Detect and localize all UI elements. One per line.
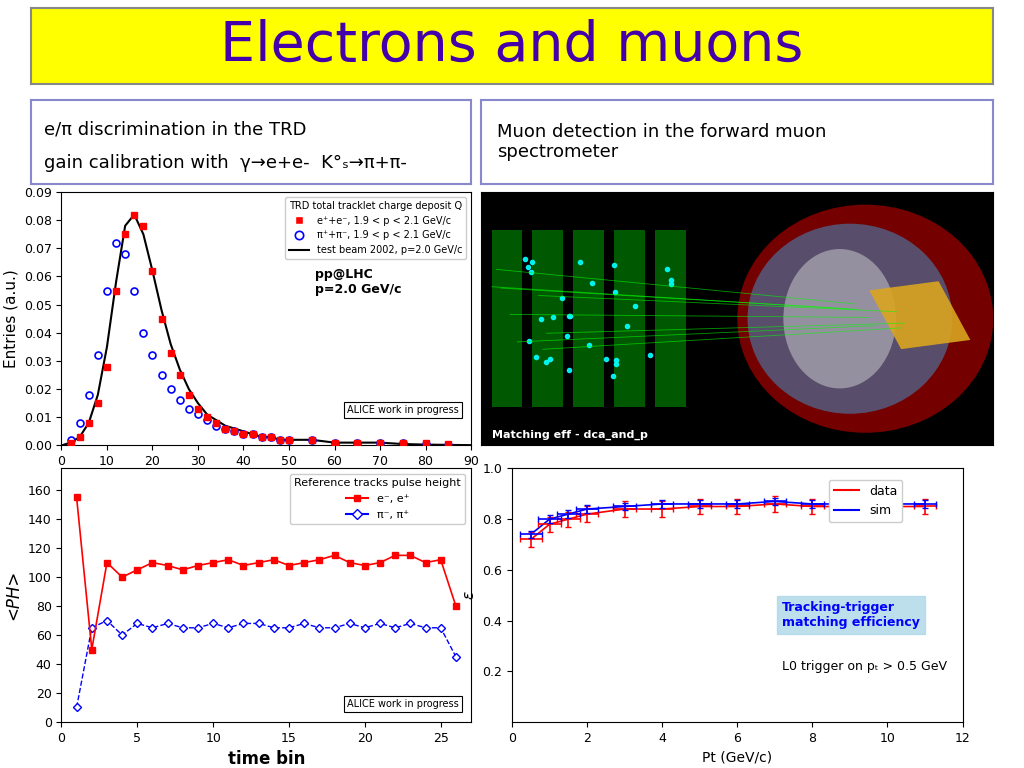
Legend: data, sim: data, sim — [828, 480, 902, 522]
Y-axis label: Entries (a.u.): Entries (a.u.) — [3, 270, 18, 368]
Text: e/π discrimination in the TRD: e/π discrimination in the TRD — [44, 121, 306, 138]
Legend: e⁻, e⁺, π⁻, π⁺: e⁻, e⁺, π⁻, π⁺ — [290, 474, 466, 524]
Text: gain calibration with  γ→e+e-  K°ₛ→π+π-: gain calibration with γ→e+e- K°ₛ→π+π- — [44, 154, 407, 172]
Ellipse shape — [737, 205, 993, 433]
Ellipse shape — [783, 249, 896, 389]
Bar — [869, 281, 971, 349]
Text: Tracking-trigger
matching efficiency: Tracking-trigger matching efficiency — [782, 601, 921, 630]
Bar — [614, 230, 645, 407]
Y-axis label: ε: ε — [462, 591, 477, 599]
Legend: e⁺+e⁻, 1.9 < p < 2.1 GeV/c, π⁺+π⁻, 1.9 < p < 2.1 GeV/c, test beam 2002, p=2.0 Ge: e⁺+e⁻, 1.9 < p < 2.1 GeV/c, π⁺+π⁻, 1.9 <… — [286, 197, 466, 260]
X-axis label: Pt (GeV/c): Pt (GeV/c) — [702, 750, 772, 764]
Text: L0 trigger on pₜ > 0.5 GeV: L0 trigger on pₜ > 0.5 GeV — [782, 660, 947, 673]
Text: ALICE work in progress: ALICE work in progress — [347, 699, 459, 710]
Text: Matching eff - dca_and_p: Matching eff - dca_and_p — [492, 430, 647, 440]
Text: Electrons and muons: Electrons and muons — [220, 19, 804, 73]
Bar — [532, 230, 563, 407]
X-axis label: Charge (a.u.): Charge (a.u.) — [216, 474, 316, 488]
Y-axis label: <PH>: <PH> — [4, 570, 23, 621]
Text: pp@LHC
p=2.0 GeV/c: pp@LHC p=2.0 GeV/c — [315, 268, 401, 296]
Bar — [492, 230, 522, 407]
Text: Muon detection in the forward muon
spectrometer: Muon detection in the forward muon spect… — [497, 123, 826, 161]
Text: ALICE work in progress: ALICE work in progress — [347, 405, 459, 415]
Bar — [655, 230, 686, 407]
X-axis label: time bin: time bin — [227, 750, 305, 768]
Ellipse shape — [748, 223, 952, 414]
Bar — [573, 230, 604, 407]
